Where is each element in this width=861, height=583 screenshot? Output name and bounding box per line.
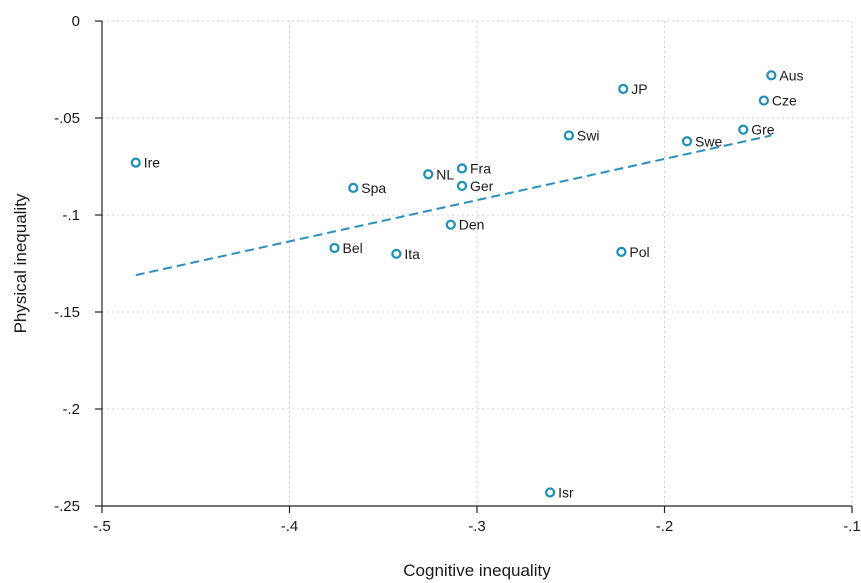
point-marker bbox=[329, 242, 340, 254]
point-label: Pol bbox=[629, 244, 649, 260]
data-point-isr: Isr bbox=[545, 484, 574, 500]
point-label: NL bbox=[436, 166, 454, 182]
point-marker bbox=[681, 136, 693, 147]
data-point-cze: Cze bbox=[758, 93, 797, 109]
y-axis-title: Physical inequality bbox=[11, 193, 30, 333]
point-marker bbox=[766, 70, 777, 81]
fit-line bbox=[135, 134, 772, 277]
x-axis-ticks: -.5 -.4 -.3 -.2 -.1 bbox=[93, 506, 861, 535]
point-label: JP bbox=[631, 81, 647, 97]
x-tick-label: -.4 bbox=[281, 518, 299, 535]
point-label: Aus bbox=[779, 67, 803, 83]
point-label: Swe bbox=[695, 133, 722, 149]
point-marker bbox=[545, 487, 556, 498]
x-tick-label: -.5 bbox=[93, 518, 111, 535]
data-point-swe: Swe bbox=[681, 133, 722, 149]
point-marker bbox=[563, 130, 574, 141]
data-point-nl: NL bbox=[423, 166, 454, 182]
data-point-swi: Swi bbox=[563, 127, 600, 143]
y-tick-label: -.1 bbox=[62, 207, 80, 224]
point-label: Ger bbox=[470, 178, 494, 194]
data-point-pol: Pol bbox=[616, 244, 650, 260]
data-point-ger: Ger bbox=[456, 178, 494, 194]
point-label: Ire bbox=[144, 155, 161, 171]
y-tick-label: 0 bbox=[72, 13, 80, 30]
y-tick-label: -.2 bbox=[62, 401, 80, 418]
data-point-ire: Ire bbox=[130, 155, 161, 171]
point-marker bbox=[391, 248, 402, 259]
point-marker bbox=[445, 219, 456, 230]
data-point-ita: Ita bbox=[391, 246, 420, 262]
point-marker bbox=[423, 169, 434, 180]
data-point-bel: Bel bbox=[329, 240, 363, 256]
y-tick-label: -.25 bbox=[54, 498, 80, 515]
data-point-den: Den bbox=[445, 217, 485, 233]
y-tick-label: -.15 bbox=[54, 304, 80, 321]
data-point-jp: JP bbox=[618, 81, 648, 97]
x-tick-label: -.2 bbox=[656, 518, 674, 535]
data-point-gre: Gre bbox=[738, 122, 775, 138]
data-point-fra: Fra bbox=[456, 160, 491, 176]
point-marker bbox=[348, 182, 359, 193]
point-label: Den bbox=[459, 217, 485, 233]
point-label: Bel bbox=[343, 240, 363, 256]
point-marker bbox=[738, 124, 749, 135]
point-marker bbox=[758, 95, 769, 106]
point-label: Cze bbox=[772, 93, 797, 109]
fit-line-group bbox=[135, 134, 772, 277]
point-marker bbox=[456, 163, 468, 174]
point-label: Ita bbox=[404, 246, 420, 262]
x-tick-label: -.1 bbox=[843, 518, 861, 535]
y-tick-label: -.05 bbox=[54, 110, 80, 127]
axes bbox=[101, 21, 852, 507]
grid-lines bbox=[102, 20, 853, 506]
x-tick-label: -.3 bbox=[468, 518, 486, 535]
point-label: Isr bbox=[558, 484, 574, 500]
point-label: Spa bbox=[361, 180, 386, 196]
point-marker bbox=[456, 180, 468, 191]
point-label: Gre bbox=[751, 122, 775, 138]
point-label: Swi bbox=[577, 127, 600, 143]
y-axis-ticks: 0 -.05 -.1 -.15 -.2 -.25 bbox=[54, 13, 102, 515]
data-point-aus: Aus bbox=[766, 67, 804, 83]
point-label: Fra bbox=[470, 160, 491, 176]
point-marker bbox=[130, 157, 141, 168]
x-axis-title: Cognitive inequality bbox=[403, 561, 551, 580]
point-marker bbox=[618, 83, 629, 95]
point-marker bbox=[616, 246, 627, 257]
data-point-spa: Spa bbox=[348, 180, 386, 196]
data-points: Ire Spa NL Fra Ger Den Bel Ita Swi JP Pol Isr Swe Gre… bbox=[130, 67, 804, 500]
